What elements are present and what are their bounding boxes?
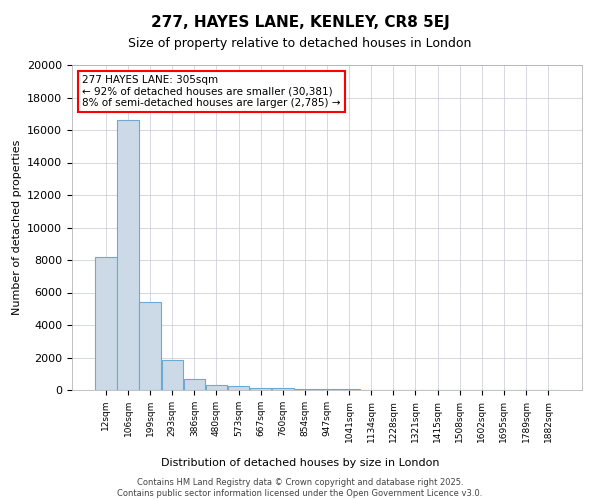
Text: 277, HAYES LANE, KENLEY, CR8 5EJ: 277, HAYES LANE, KENLEY, CR8 5EJ — [151, 15, 449, 30]
Bar — [95, 257, 116, 390]
Bar — [161, 360, 183, 390]
Bar — [316, 389, 338, 390]
Bar — [294, 388, 316, 390]
Text: Contains HM Land Registry data © Crown copyright and database right 2025.
Contai: Contains HM Land Registry data © Crown c… — [118, 478, 482, 498]
Y-axis label: Number of detached properties: Number of detached properties — [11, 140, 22, 315]
Bar — [184, 378, 205, 390]
Bar — [117, 120, 139, 390]
Bar — [272, 388, 293, 390]
Text: 277 HAYES LANE: 305sqm
← 92% of detached houses are smaller (30,381)
8% of semi-: 277 HAYES LANE: 305sqm ← 92% of detached… — [82, 74, 341, 108]
Bar — [139, 302, 161, 390]
Bar — [250, 388, 271, 390]
Bar — [228, 386, 249, 390]
Text: Distribution of detached houses by size in London: Distribution of detached houses by size … — [161, 458, 439, 468]
Bar — [206, 385, 227, 390]
Text: Size of property relative to detached houses in London: Size of property relative to detached ho… — [128, 38, 472, 51]
